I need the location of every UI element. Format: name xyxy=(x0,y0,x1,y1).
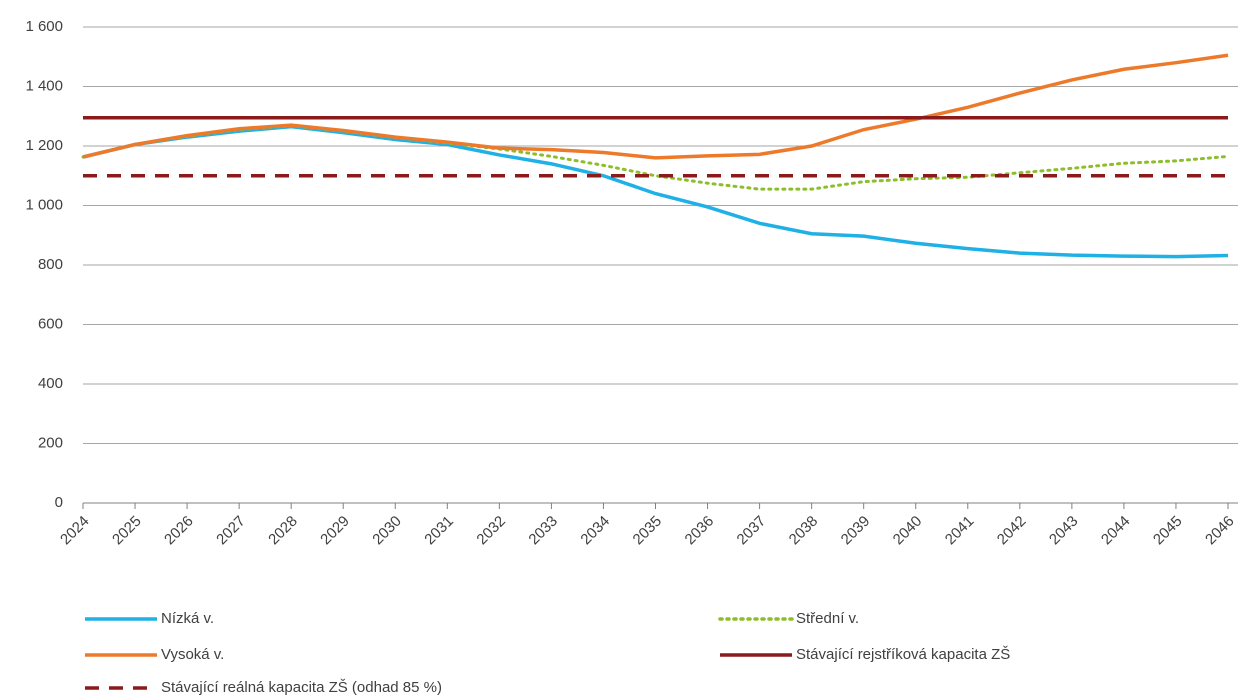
x-tick-label: 2041 xyxy=(942,513,978,549)
x-tick-label: 2036 xyxy=(682,513,718,549)
x-tick-label: 2029 xyxy=(317,513,353,549)
x-tick-label: 2037 xyxy=(734,513,770,549)
x-tick-label: 2046 xyxy=(1202,513,1238,549)
y-tick-label: 1 600 xyxy=(25,18,63,35)
x-tick-label: 2038 xyxy=(786,513,822,549)
x-tick-label: 2044 xyxy=(1098,513,1134,549)
x-tick-label: 2035 xyxy=(630,513,666,549)
x-tick-label: 2025 xyxy=(109,513,145,549)
y-tick-label: 0 xyxy=(55,494,63,511)
x-tick-label: 2034 xyxy=(577,513,613,549)
x-tick-label: 2032 xyxy=(473,513,509,549)
x-tick-label: 2031 xyxy=(421,513,457,549)
x-tick-label: 2042 xyxy=(994,513,1030,549)
series-line xyxy=(81,124,1230,191)
x-tick-label: 2024 xyxy=(57,513,93,549)
x-tick-label: 2033 xyxy=(525,513,561,549)
legend-label: Nízká v. xyxy=(161,610,214,627)
y-tick-label: 1 000 xyxy=(25,196,63,213)
x-tick-label: 2028 xyxy=(265,513,301,549)
y-tick-label: 400 xyxy=(38,375,63,392)
x-tick-label: 2043 xyxy=(1046,513,1082,549)
y-tick-label: 1 200 xyxy=(25,137,63,154)
y-tick-label: 800 xyxy=(38,256,63,273)
legend-label: Stávající rejstříková kapacita ZŠ xyxy=(796,646,1010,663)
y-tick-label: 600 xyxy=(38,315,63,332)
legend-label: Vysoká v. xyxy=(161,646,224,663)
x-tick-label: 2040 xyxy=(890,513,926,549)
x-tick-label: 2045 xyxy=(1150,513,1186,549)
x-tick-label: 2030 xyxy=(369,513,405,549)
series-line xyxy=(82,124,1229,259)
x-tick-label: 2026 xyxy=(161,513,197,549)
y-tick-label: 200 xyxy=(38,434,63,451)
x-tick-label: 2027 xyxy=(213,513,249,549)
legend-label: Střední v. xyxy=(796,610,859,627)
legend-label: Stávající reálná kapacita ZŠ (odhad 85 %… xyxy=(161,679,442,696)
x-tick-label: 2039 xyxy=(838,513,874,549)
series-line xyxy=(82,53,1229,160)
y-tick-label: 1 400 xyxy=(25,77,63,94)
